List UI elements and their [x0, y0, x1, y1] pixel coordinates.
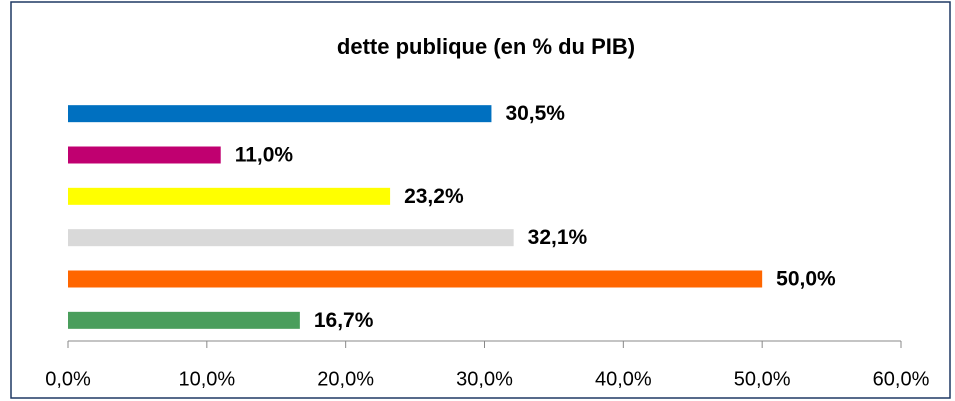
value-label: 50,0%	[776, 268, 836, 291]
value-label: 32,1%	[528, 226, 588, 249]
bar	[68, 270, 763, 288]
x-tick-label: 10,0%	[178, 368, 235, 390]
value-label: 30,5%	[505, 102, 565, 125]
value-label: 11,0%	[235, 144, 294, 167]
bar	[68, 229, 514, 247]
bar	[68, 146, 221, 164]
chart-title: dette publique (en % du PIB)	[337, 34, 635, 59]
value-label: 23,2%	[404, 185, 464, 208]
x-tick-label: 20,0%	[317, 368, 374, 390]
x-tick-label: 30,0%	[456, 368, 513, 390]
x-tick-label: 60,0%	[873, 368, 930, 390]
bar	[68, 105, 492, 123]
bar	[68, 311, 300, 329]
value-label: 16,7%	[314, 309, 374, 332]
x-tick-label: 40,0%	[595, 368, 652, 390]
x-tick-label: 50,0%	[734, 368, 791, 390]
x-tick-label: 0,0%	[45, 368, 91, 390]
bar	[68, 187, 391, 205]
